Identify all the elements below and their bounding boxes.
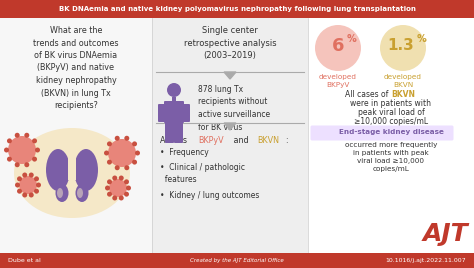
Text: Dube et al: Dube et al (8, 258, 41, 263)
Ellipse shape (46, 149, 70, 191)
Circle shape (380, 25, 426, 71)
Circle shape (17, 189, 22, 194)
FancyBboxPatch shape (68, 155, 76, 180)
Text: %: % (417, 34, 427, 44)
Circle shape (126, 185, 131, 191)
Circle shape (36, 183, 41, 188)
Circle shape (109, 179, 127, 197)
Circle shape (32, 157, 37, 162)
Circle shape (24, 133, 29, 138)
Text: •  Kidney / lung outcomes: • Kidney / lung outcomes (160, 191, 259, 200)
FancyBboxPatch shape (0, 0, 474, 18)
Text: BKVN: BKVN (257, 136, 279, 145)
Text: ≥10,000 copies/mL: ≥10,000 copies/mL (354, 117, 428, 126)
Circle shape (34, 176, 39, 181)
Circle shape (107, 160, 112, 165)
Circle shape (22, 192, 27, 198)
Circle shape (17, 176, 22, 181)
Circle shape (24, 162, 29, 167)
Circle shape (34, 189, 39, 194)
Text: •  Frequency: • Frequency (160, 148, 209, 157)
Circle shape (35, 147, 40, 152)
Circle shape (104, 151, 109, 155)
Circle shape (29, 192, 34, 198)
Circle shape (315, 25, 361, 71)
Text: BK DNAemia and native kidney polyomavirus nephropathy following lung transplanta: BK DNAemia and native kidney polyomaviru… (59, 6, 415, 12)
Circle shape (132, 142, 137, 146)
Text: •  Clinical / pathologic
  features: • Clinical / pathologic features (160, 163, 245, 184)
Text: Created by the AJT Editorial Office: Created by the AJT Editorial Office (190, 258, 284, 263)
Polygon shape (224, 72, 236, 79)
Polygon shape (224, 123, 236, 130)
Text: Single center
retrospective analysis
(2003–2019): Single center retrospective analysis (20… (184, 26, 276, 60)
Text: End-stage kidney disease: End-stage kidney disease (338, 129, 444, 135)
Circle shape (15, 183, 20, 188)
Circle shape (7, 157, 12, 162)
FancyBboxPatch shape (164, 101, 184, 123)
Circle shape (124, 165, 129, 170)
Text: were in patients with: were in patients with (350, 99, 431, 108)
Circle shape (135, 151, 140, 155)
Circle shape (119, 176, 124, 181)
Ellipse shape (77, 188, 83, 198)
Circle shape (32, 138, 37, 143)
Text: %: % (347, 34, 357, 44)
Circle shape (19, 176, 37, 194)
Circle shape (124, 192, 129, 197)
FancyBboxPatch shape (158, 104, 166, 122)
FancyBboxPatch shape (152, 18, 308, 253)
Ellipse shape (75, 184, 89, 202)
Text: All cases of: All cases of (345, 90, 391, 99)
Circle shape (8, 136, 36, 164)
FancyBboxPatch shape (310, 125, 454, 140)
FancyBboxPatch shape (0, 253, 474, 268)
Text: 1.3: 1.3 (388, 39, 414, 54)
Ellipse shape (74, 149, 98, 191)
Circle shape (107, 142, 112, 146)
Text: What are the
trends and outcomes
of BK virus DNAemia
(BKPyV) and native
kidney n: What are the trends and outcomes of BK v… (33, 26, 119, 110)
Circle shape (108, 139, 136, 167)
Text: AJT: AJT (422, 222, 468, 246)
FancyBboxPatch shape (182, 104, 190, 122)
Circle shape (124, 136, 129, 141)
Circle shape (22, 173, 27, 177)
Circle shape (119, 195, 124, 200)
Circle shape (167, 83, 181, 97)
Ellipse shape (14, 128, 130, 218)
FancyBboxPatch shape (308, 18, 474, 253)
FancyBboxPatch shape (0, 18, 152, 253)
Circle shape (29, 173, 34, 177)
Circle shape (105, 185, 110, 191)
Ellipse shape (55, 184, 69, 202)
Circle shape (115, 165, 120, 170)
Text: 6: 6 (332, 37, 344, 55)
Circle shape (107, 179, 112, 184)
Circle shape (15, 133, 20, 138)
Text: peak viral load of: peak viral load of (357, 108, 424, 117)
FancyBboxPatch shape (172, 97, 176, 102)
FancyBboxPatch shape (165, 119, 174, 143)
Text: :: : (285, 136, 288, 145)
Circle shape (132, 160, 137, 165)
Text: 10.1016/j.ajt.2022.11.007: 10.1016/j.ajt.2022.11.007 (385, 258, 466, 263)
Circle shape (124, 179, 129, 184)
Circle shape (112, 195, 117, 200)
Text: 878 lung Tx
recipients without
active surveillance
for BK virus: 878 lung Tx recipients without active su… (198, 85, 270, 132)
Text: developed
BKVN: developed BKVN (384, 74, 422, 88)
Text: BKVN: BKVN (391, 90, 415, 99)
Circle shape (112, 176, 117, 181)
Text: occurred more frequently
in patients with peak
viral load ≥10,000
copies/mL: occurred more frequently in patients wit… (345, 142, 437, 172)
Circle shape (15, 162, 20, 167)
Circle shape (7, 138, 12, 143)
FancyBboxPatch shape (174, 119, 183, 143)
Text: BKPyV: BKPyV (198, 136, 224, 145)
Circle shape (4, 147, 9, 152)
Ellipse shape (57, 188, 63, 198)
Text: and: and (231, 136, 251, 145)
Circle shape (115, 136, 120, 141)
Text: developed
BKPyV: developed BKPyV (319, 74, 357, 88)
Circle shape (107, 192, 112, 197)
Text: Assess: Assess (160, 136, 190, 145)
